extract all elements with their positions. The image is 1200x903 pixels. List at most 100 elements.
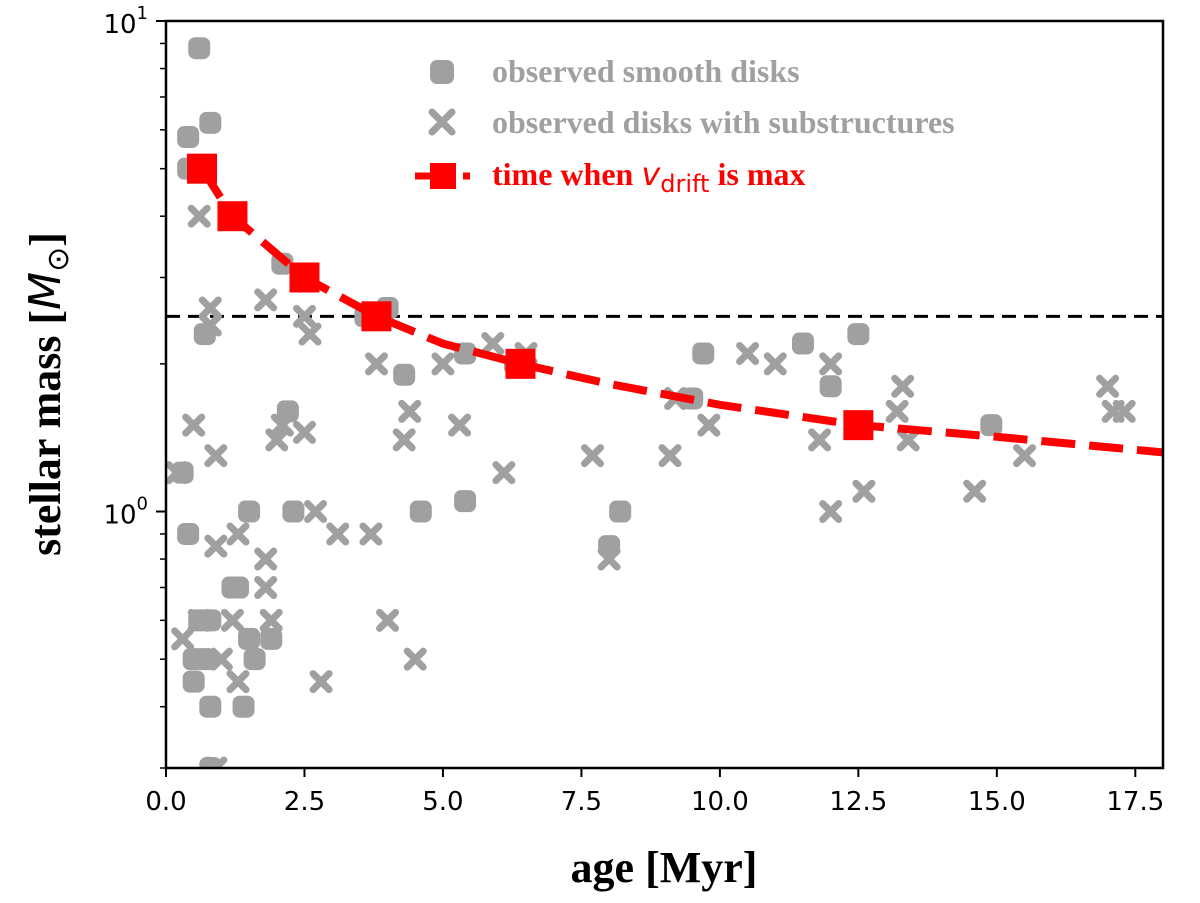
smooth-disk-point [260, 627, 283, 650]
y-axis-label-text: stellar mass [ [21, 310, 70, 556]
substructure-disk-point [697, 413, 721, 437]
substructure-disk-point [1112, 399, 1136, 423]
x-tick-label: 5.0 [422, 787, 463, 817]
substructure-disk-point [763, 352, 787, 376]
vdrift-marker [217, 201, 248, 232]
substructure-disk-point [304, 500, 328, 524]
smooth-disk-point [791, 332, 814, 355]
smooth-disk-point [692, 342, 715, 365]
smooth-disk-point [221, 576, 244, 599]
substructure-disk-point [166, 461, 189, 485]
vdrift-marker [361, 301, 392, 332]
substructure-disk-point [403, 647, 427, 671]
substructure-disk-point [226, 522, 250, 546]
substructure-disk-point [885, 399, 909, 423]
substructure-disk-point [226, 670, 250, 694]
x-tick-label: 12.5 [829, 787, 887, 817]
substructure-disk-point [852, 479, 876, 503]
substructure-disk-point [376, 608, 400, 632]
y-tick-label: 100 [103, 494, 148, 531]
legend-label-vdrift: time when vdrift is max [492, 155, 805, 198]
x-tick-label: 0.0 [145, 787, 186, 817]
smooth-disk-point [177, 522, 200, 545]
substructure-disk-point [808, 428, 832, 452]
substructure-disk-point [392, 428, 416, 452]
substructure-disk-point [891, 374, 915, 398]
legend-vdrift-prefix: time when [492, 156, 641, 192]
smooth-disk-point [188, 37, 211, 60]
x-axis-label: age [Myr] [571, 843, 758, 892]
smooth-disk-point [393, 363, 416, 386]
y-axis-label-close: ] [21, 232, 70, 247]
substructure-disk-point [309, 670, 333, 694]
vdrift-marker [187, 153, 218, 184]
substructure-disk-point [963, 479, 987, 503]
plot-area [166, 37, 1163, 768]
x-tick-label: 7.5 [561, 787, 602, 817]
substructure-disk-point [819, 352, 843, 376]
substructure-disk-point [1096, 374, 1120, 398]
substructure-disk-point [481, 332, 505, 356]
substructure-disk-point [187, 204, 211, 228]
smooth-disk-point [409, 500, 432, 523]
y-axis-label-math: M [20, 272, 71, 310]
substructure-disk-point [209, 647, 233, 671]
substructure-disk-point [736, 341, 760, 365]
substructure-disk-point [597, 547, 621, 571]
smooth-disk-point [232, 695, 255, 718]
substructure-disk-point [326, 522, 350, 546]
legend-label-substructures: observed disks with substructures [492, 104, 955, 140]
smooth-disk-point [177, 126, 200, 149]
x-tick-label: 15.0 [968, 787, 1026, 817]
substructure-disk-point [658, 444, 682, 468]
vdrift-marker [843, 410, 874, 441]
substructure-disk-point [171, 627, 195, 651]
legend: observed smooth disks observed disks wit… [415, 53, 955, 198]
substructure-disk-point [187, 608, 211, 632]
smooth-disk-point [171, 461, 194, 484]
smooth-disk-point [282, 500, 305, 523]
vdrift-curve [198, 166, 1163, 457]
y-axis: 101 100 [103, 3, 166, 769]
legend-vdrift-suffix: is max [709, 156, 805, 192]
legend-vdrift-sub: drift [660, 170, 709, 198]
legend-entry-substructures: observed disks with substructures [428, 104, 955, 140]
smooth-disk-point [238, 627, 261, 650]
smooth-disk-point [182, 670, 205, 693]
substructure-disk-point [364, 352, 388, 376]
legend-label-smooth: observed smooth disks [492, 53, 800, 89]
axes-frame [164, 19, 1165, 770]
substructure-disk-point [254, 288, 278, 312]
substructure-disk-point [1013, 444, 1037, 468]
smooth-disk-point [238, 500, 261, 523]
smooth-disk-point [454, 490, 477, 513]
substructure-disk-point [398, 399, 422, 423]
smooth-disk-point [609, 500, 632, 523]
legend-marker-x [428, 108, 456, 136]
smooth-disk-point [199, 111, 222, 134]
substructure-disk-point [259, 608, 283, 632]
y-axis-label: stellar mass [M⊙] [20, 232, 76, 556]
substructure-disk-point [270, 413, 294, 437]
substructure-disk-point [580, 444, 604, 468]
substructure-disk-point [204, 534, 228, 558]
smooth-disk-point [980, 414, 1003, 437]
substructure-disk-point [819, 500, 843, 524]
substructure-disk-point [254, 576, 278, 600]
x-tick-label: 17.5 [1106, 787, 1164, 817]
vdrift-marker [505, 348, 536, 379]
y-axis-label-sub: ⊙ [41, 247, 76, 272]
legend-marker-square [430, 163, 456, 189]
smooth-disk-point [199, 695, 222, 718]
legend-marker-circle [430, 60, 454, 84]
substructure-disk-point [204, 444, 228, 468]
substructure-disk-point [204, 756, 228, 768]
substructure-disk-point [896, 428, 920, 452]
substructure-disk-point [292, 304, 316, 328]
x-axis: 0.0 2.5 5.0 7.5 10.0 12.5 15.0 17.5 [145, 768, 1164, 817]
substructure-disk-point [359, 522, 383, 546]
substructure-disk-point [198, 313, 222, 337]
substructure-disk-point [254, 547, 278, 571]
smooth-disk-point [847, 323, 870, 346]
